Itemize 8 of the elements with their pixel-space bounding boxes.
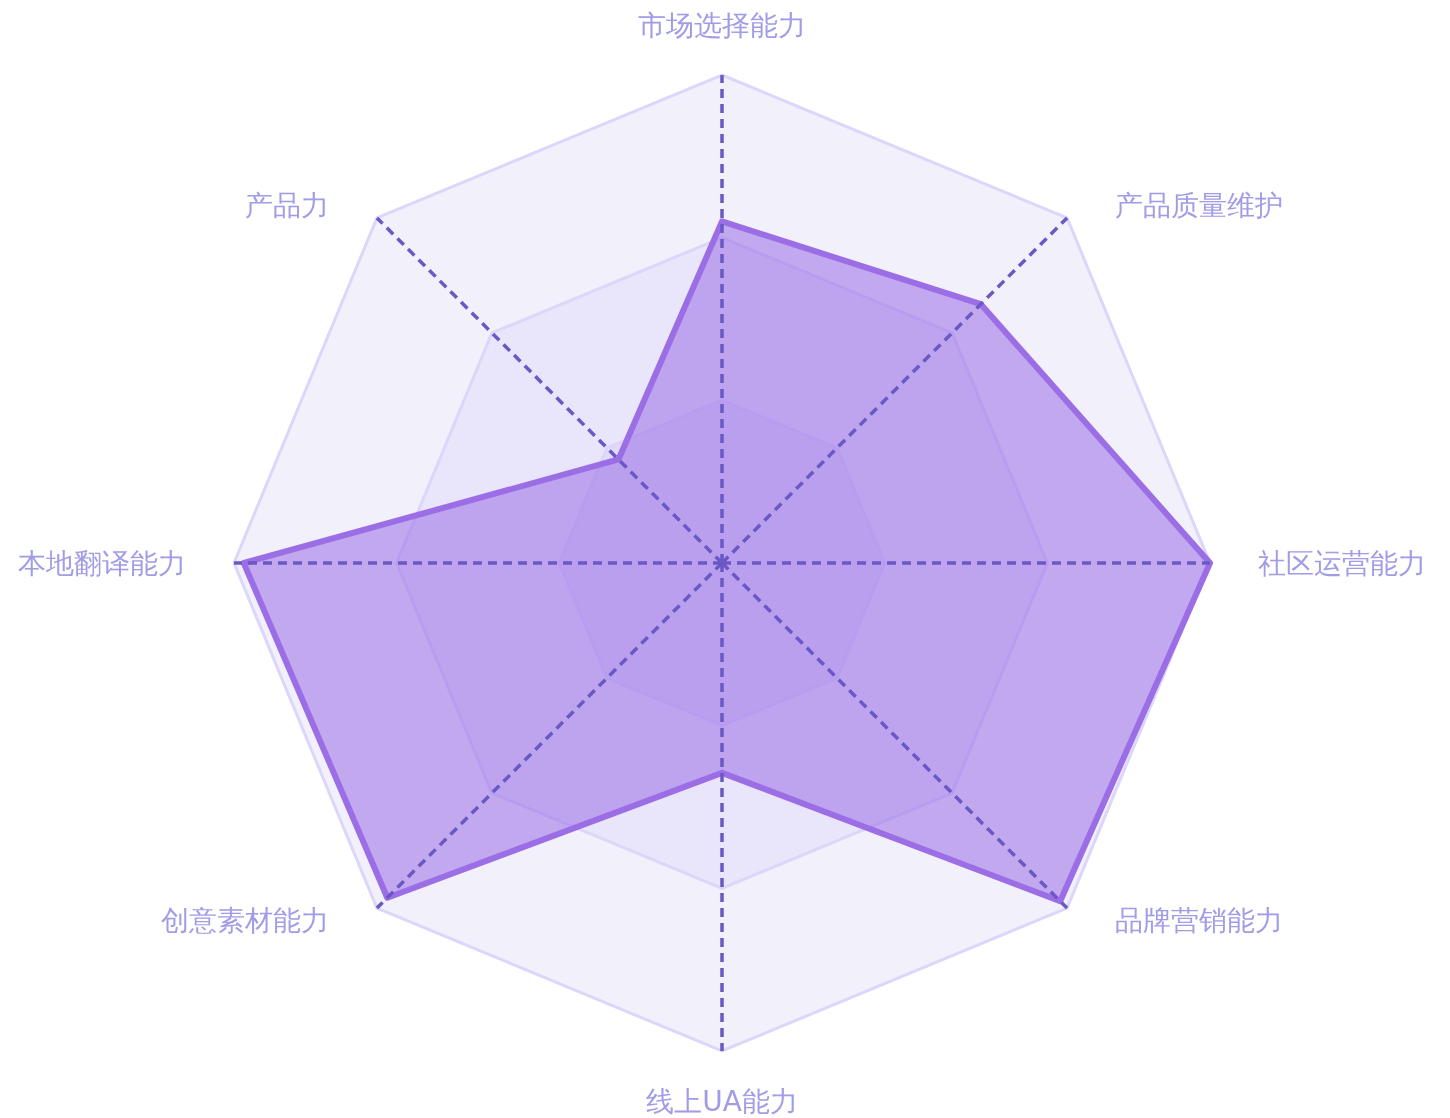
spoke-label: 产品力 (244, 189, 329, 223)
spoke-label: 社区运营能力 (1258, 546, 1426, 580)
spoke-label: 产品质量维护 (1115, 189, 1284, 223)
spoke-label: 本地翻译能力 (18, 546, 186, 580)
spoke-label: 创意素材能力 (160, 903, 329, 937)
spoke-label: 市场选择能力 (638, 8, 806, 42)
spoke-label: 品牌营销能力 (1115, 903, 1284, 937)
spoke-label: 线上UA能力 (646, 1084, 798, 1118)
